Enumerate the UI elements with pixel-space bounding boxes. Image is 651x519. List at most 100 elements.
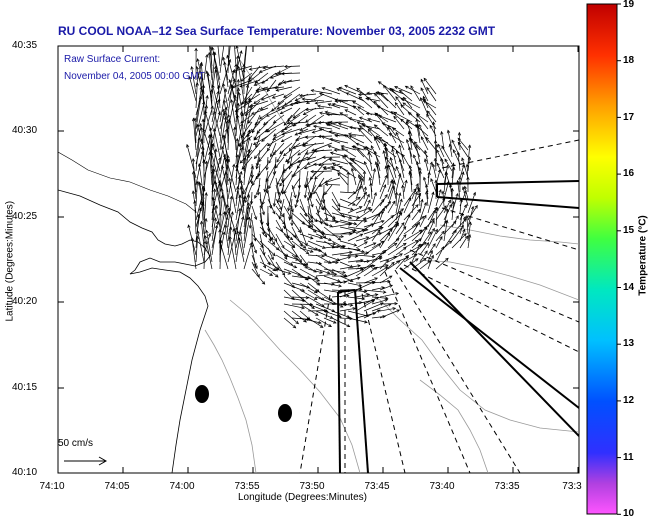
coastline — [58, 189, 211, 473]
current-vector-head — [374, 136, 378, 141]
current-vector-head — [378, 114, 382, 118]
current-vector-head — [340, 144, 345, 149]
current-vector — [355, 223, 374, 235]
current-vector-head — [461, 186, 466, 190]
current-vector — [283, 226, 297, 238]
current-vector — [378, 92, 389, 102]
current-vector — [260, 100, 277, 110]
current-vector — [307, 184, 312, 199]
current-vector-head — [237, 65, 241, 70]
current-vector — [224, 157, 229, 186]
current-vector-head — [452, 166, 456, 171]
current-vector — [195, 96, 202, 130]
current-vector — [262, 86, 285, 90]
current-vector-head — [222, 99, 227, 103]
current-vector — [325, 183, 341, 186]
current-vector-head — [203, 240, 207, 245]
current-vector-head — [415, 204, 419, 208]
current-vector-head — [305, 251, 310, 255]
current-vector-head — [226, 54, 230, 59]
current-vector — [423, 98, 437, 116]
current-vector — [231, 99, 237, 130]
current-vector-head — [402, 247, 407, 251]
current-vector-head — [236, 102, 240, 107]
current-vector-head — [384, 298, 389, 302]
current-vector-head — [431, 191, 435, 196]
current-vector — [435, 258, 449, 270]
current-vector-head — [249, 241, 253, 246]
current-vector — [291, 240, 309, 255]
current-vector-head — [282, 80, 287, 84]
current-vector-head — [472, 191, 477, 196]
current-vector-head — [319, 270, 324, 274]
current-vector-head — [205, 229, 209, 234]
x-tick-label: 74:05 — [104, 481, 130, 492]
current-vector — [367, 118, 381, 123]
current-vector — [211, 91, 219, 123]
current-vector — [395, 132, 405, 151]
current-vector — [243, 97, 251, 130]
current-vector-head — [431, 227, 435, 232]
current-vector-head — [232, 228, 236, 232]
current-vector — [235, 154, 239, 186]
current-vector-head — [407, 112, 412, 116]
current-vector — [317, 105, 333, 109]
current-vector — [339, 87, 357, 95]
current-vector-head — [295, 137, 299, 141]
current-vector — [195, 236, 198, 263]
current-vector-head — [395, 150, 399, 155]
y-tick-label: 40:25 — [12, 211, 38, 222]
current-vector — [458, 132, 461, 151]
current-vector — [261, 93, 277, 101]
current-vector-head — [423, 158, 428, 163]
current-vector — [467, 156, 471, 172]
current-vector — [243, 130, 250, 158]
current-vector — [211, 157, 221, 193]
current-vector — [424, 158, 429, 172]
current-vector-head — [280, 71, 285, 76]
current-vector-head — [292, 324, 297, 329]
current-vector — [347, 252, 369, 256]
current-vector — [355, 207, 371, 214]
current-vector-head — [387, 232, 391, 237]
current-vector — [207, 73, 213, 109]
current-vector-head — [248, 225, 253, 229]
current-vector-head — [329, 137, 333, 142]
current-vector — [209, 152, 213, 186]
current-vector-head — [236, 55, 240, 59]
current-vector — [435, 144, 438, 165]
current-vector — [403, 240, 419, 249]
current-vector-head — [253, 100, 257, 105]
current-vector — [339, 303, 353, 306]
current-vector — [389, 133, 405, 144]
current-vector-head — [402, 242, 407, 247]
x-tick-label: 73:50 — [299, 481, 325, 492]
current-vector — [359, 117, 373, 123]
current-vector — [222, 83, 229, 109]
current-vector-head — [378, 255, 383, 259]
current-vector-head — [220, 187, 224, 192]
current-vector-head — [415, 182, 419, 187]
current-vector-head — [258, 69, 263, 73]
current-vector — [410, 85, 421, 102]
current-vector-head — [379, 302, 384, 306]
current-vector — [245, 93, 261, 104]
current-vector-head — [358, 128, 362, 132]
current-vector-head — [339, 304, 344, 308]
current-vector — [347, 219, 367, 222]
current-vector — [254, 72, 269, 84]
current-vector — [275, 268, 291, 275]
current-vector-head — [239, 179, 243, 184]
current-vector-head — [413, 188, 417, 192]
current-vector — [283, 86, 301, 98]
current-vector — [347, 259, 364, 263]
current-vector-head — [317, 120, 322, 125]
current-vector — [219, 207, 231, 242]
current-vector-head — [283, 64, 288, 69]
current-vector-head — [318, 248, 323, 253]
current-vector — [427, 162, 433, 179]
current-vector — [351, 168, 357, 186]
current-vector — [371, 192, 377, 207]
current-vector — [203, 95, 208, 123]
current-vector — [281, 128, 301, 135]
